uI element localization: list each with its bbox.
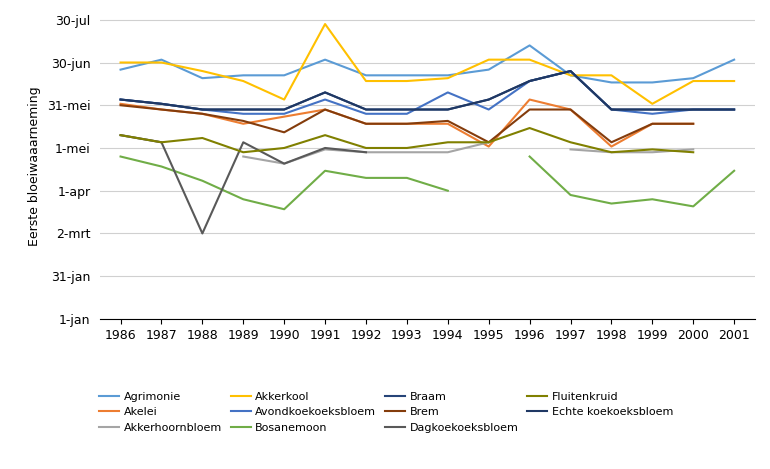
Y-axis label: Eerste bloeiwaaarneming: Eerste bloeiwaaarneming: [28, 87, 42, 246]
Legend: Agrimonie, Akelei, Akkerhoornbloem, Akkerkool, Avondkoekoeksbloem, Bosanemoon, B: Agrimonie, Akelei, Akkerhoornbloem, Akke…: [99, 392, 673, 433]
